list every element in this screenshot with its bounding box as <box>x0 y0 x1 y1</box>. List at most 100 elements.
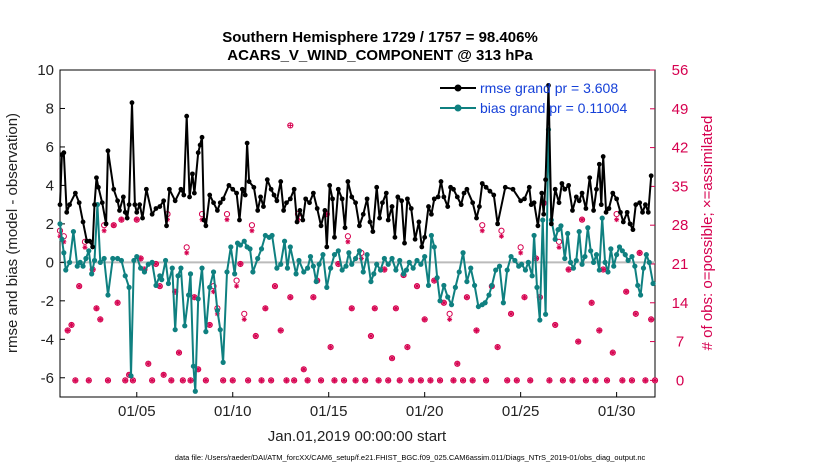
rmse-point <box>191 190 197 196</box>
rmse-point <box>461 190 467 196</box>
obs-assimilated-point <box>560 377 566 383</box>
obs-assimilated-point <box>633 311 639 317</box>
obs-assimilated-point <box>474 327 479 333</box>
rmse-point <box>633 202 639 208</box>
bias-point <box>393 267 399 273</box>
bias-point <box>228 244 234 250</box>
obs-possible-point <box>632 310 639 317</box>
obs-assimilated-point <box>65 327 71 333</box>
obs-possible-point <box>651 377 659 384</box>
bias-point <box>573 257 579 264</box>
bias-point <box>101 255 107 262</box>
bias-point <box>629 253 635 260</box>
rmse-point <box>129 100 135 106</box>
bias-point <box>611 263 617 269</box>
bias-point <box>284 265 291 271</box>
obs-possible-point <box>110 222 117 229</box>
y-tick-label: -4 <box>41 331 54 348</box>
bias-point <box>224 269 230 275</box>
rmse-point <box>251 184 257 190</box>
bias-point <box>126 284 132 290</box>
rmse-point <box>600 154 606 159</box>
rmse-point <box>67 202 72 208</box>
bias-point <box>61 250 67 256</box>
obs-possible-point <box>417 377 424 384</box>
bias-point <box>262 232 268 239</box>
rmse-point <box>164 223 169 229</box>
bias-point <box>588 248 594 254</box>
rmse-point <box>587 175 593 181</box>
obs-assimilated-point <box>111 222 117 228</box>
bias-point <box>529 273 535 279</box>
obs-assimilated-point <box>566 267 572 273</box>
obs-assimilated-point <box>593 377 598 383</box>
rmse-series <box>57 82 654 250</box>
bias-point <box>632 263 638 269</box>
obs-assimilated-point <box>241 316 247 322</box>
rmse-point <box>552 186 558 192</box>
rmse-point <box>541 211 547 217</box>
obs-assimilated-point <box>287 122 293 128</box>
obs-assimilated-point <box>237 261 243 267</box>
obs-assimilated-point <box>203 377 209 383</box>
bias-point <box>456 269 462 275</box>
obs-possible-point <box>459 377 467 384</box>
obs-possible-point <box>404 344 411 351</box>
bias-point <box>377 267 384 273</box>
rmse-point <box>226 183 232 188</box>
obs-assimilated-point <box>220 377 226 383</box>
rmse-point <box>464 186 470 192</box>
rmse-point <box>157 204 163 209</box>
bias-point <box>304 265 311 271</box>
bias-point <box>310 263 316 269</box>
rmse-point <box>596 161 602 167</box>
bias-point <box>622 252 628 258</box>
bias-point <box>406 259 412 265</box>
obs-assimilated-point <box>464 294 470 300</box>
bias-point <box>368 278 374 285</box>
obs-assimilated-point <box>301 366 307 372</box>
obs-assimilated-point <box>101 228 107 234</box>
bias-point <box>320 252 326 258</box>
obs-possible-point <box>104 377 112 384</box>
obs-assimilated-point <box>122 377 128 383</box>
bias-point <box>400 271 407 277</box>
bias-point <box>374 261 380 267</box>
y-right-tick-label: 42 <box>672 140 689 157</box>
bias-point <box>414 257 420 264</box>
obs-possible-point <box>427 377 434 384</box>
obs-possible-point <box>258 377 265 384</box>
bias-point <box>97 259 103 265</box>
rmse-point <box>412 236 418 242</box>
bias-point <box>582 253 588 260</box>
bias-point <box>255 255 261 262</box>
rmse-point <box>518 198 524 204</box>
obs-assimilated-point <box>652 377 658 383</box>
obs-assimilated-point <box>648 316 654 322</box>
obs-possible-point <box>248 222 256 229</box>
bias-point <box>241 238 247 244</box>
rmse-point <box>374 184 380 190</box>
obs-assimilated-point <box>385 377 391 383</box>
bias-point <box>74 263 80 269</box>
bias-point <box>57 221 63 227</box>
obs-assimilated-point <box>614 217 620 223</box>
bias-point <box>562 255 568 262</box>
y-right-tick-label: 35 <box>672 178 689 195</box>
bias-point <box>431 244 437 250</box>
bias-point <box>159 277 165 283</box>
bias-point <box>190 363 196 369</box>
bias-point <box>410 265 416 271</box>
bias-point <box>448 302 455 308</box>
obs-possible-point <box>223 211 231 218</box>
obs-assimilated-point <box>259 377 265 383</box>
obs-possible-point <box>619 377 626 384</box>
rmse-point <box>264 177 270 183</box>
rmse-point <box>643 202 648 208</box>
bias-point <box>128 373 134 379</box>
rmse-point <box>640 209 645 215</box>
y-right-tick-label: 7 <box>676 334 684 351</box>
rmse-point <box>353 200 358 206</box>
obs-possible-point <box>271 283 279 290</box>
